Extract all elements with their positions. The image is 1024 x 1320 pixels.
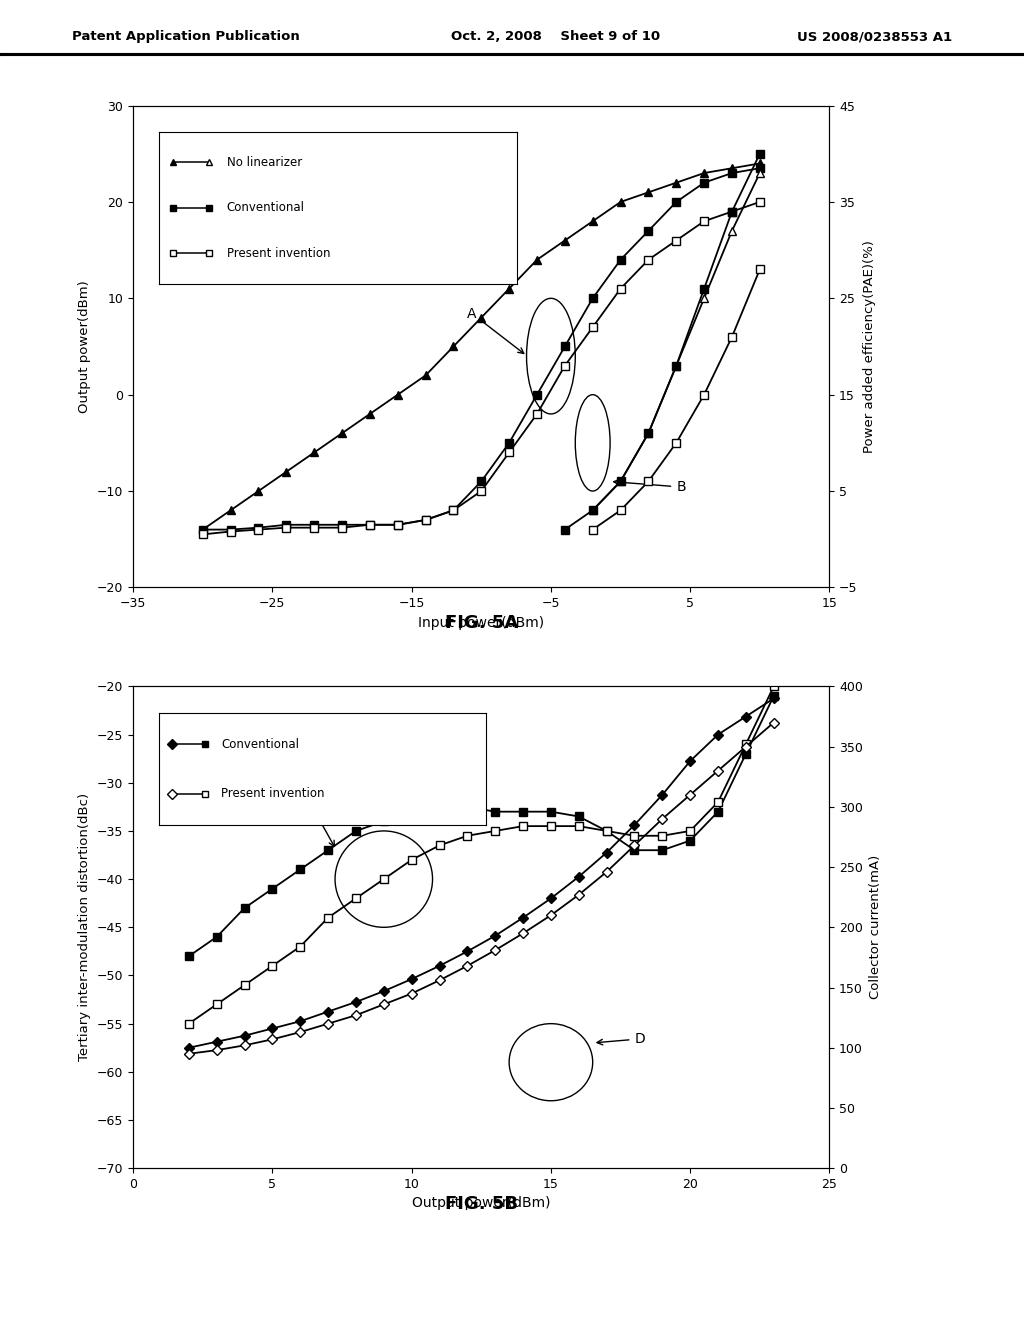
- X-axis label: Input power(dBm): Input power(dBm): [418, 615, 545, 630]
- Text: No linearizer: No linearizer: [226, 156, 302, 169]
- Text: FIG. 5B: FIG. 5B: [444, 1195, 518, 1213]
- Text: C: C: [287, 762, 334, 846]
- Text: Oct. 2, 2008    Sheet 9 of 10: Oct. 2, 2008 Sheet 9 of 10: [451, 30, 659, 44]
- Text: US 2008/0238553 A1: US 2008/0238553 A1: [798, 30, 952, 44]
- Text: Conventional: Conventional: [226, 202, 305, 214]
- Text: Present invention: Present invention: [221, 787, 325, 800]
- Y-axis label: Tertiary inter-modulation distortion(dBc): Tertiary inter-modulation distortion(dBc…: [79, 793, 91, 1061]
- Y-axis label: Power added efficiency(PAE)(%): Power added efficiency(PAE)(%): [863, 240, 877, 453]
- Text: Present invention: Present invention: [226, 247, 331, 260]
- Text: A: A: [467, 306, 524, 354]
- X-axis label: Output power(dBm): Output power(dBm): [412, 1196, 551, 1210]
- Text: FIG. 5A: FIG. 5A: [444, 614, 518, 632]
- Y-axis label: Output power(dBm): Output power(dBm): [79, 280, 91, 413]
- Text: Patent Application Publication: Patent Application Publication: [72, 30, 299, 44]
- Text: Conventional: Conventional: [221, 738, 299, 751]
- Text: D: D: [597, 1032, 645, 1045]
- Text: B: B: [613, 479, 686, 494]
- Y-axis label: Collector current(mA): Collector current(mA): [868, 855, 882, 999]
